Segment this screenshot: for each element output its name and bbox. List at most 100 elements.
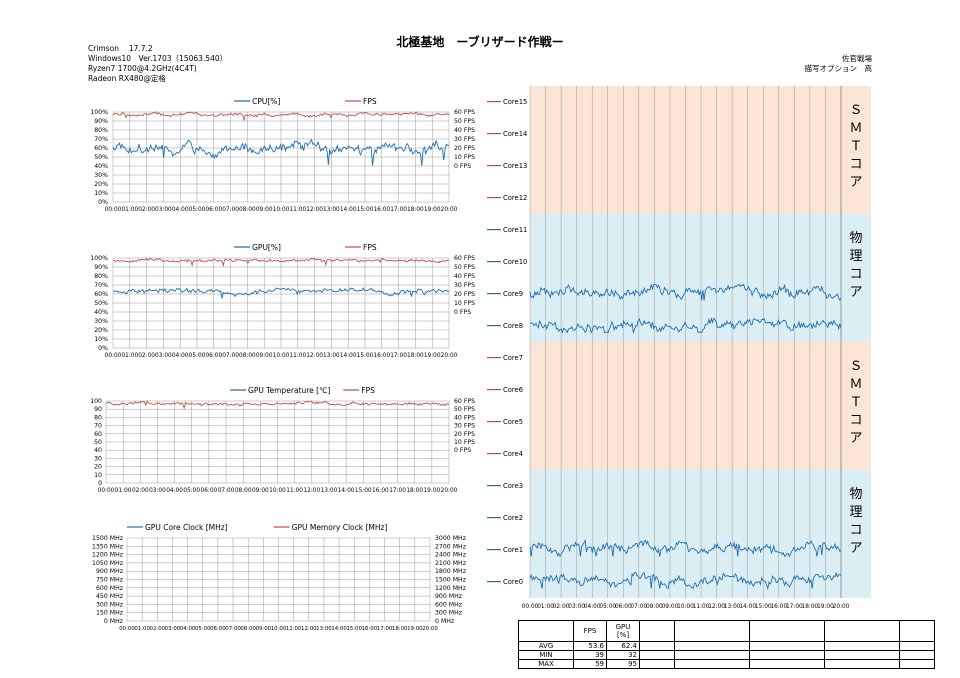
- y-tick-label: 80: [94, 414, 102, 421]
- x-tick-label: 01:00: [115, 488, 132, 494]
- x-tick-label: 17:00: [786, 604, 803, 610]
- core-label: Core6: [503, 386, 523, 394]
- y-tick-label: 0%: [98, 199, 108, 206]
- y-tick-label: 10%: [94, 336, 108, 343]
- page-title: 北極基地 ーブリザード作戦ー: [396, 35, 564, 49]
- stats-fps-value: 39: [573, 650, 607, 660]
- x-tick-label: 03:00: [165, 626, 181, 632]
- y-tick-label: 90%: [94, 118, 108, 125]
- y2-tick-label: 30 FPS: [454, 282, 475, 289]
- x-tick-label: 04:00: [166, 488, 183, 494]
- stats-label: MAX: [518, 659, 574, 669]
- band-label: コ: [849, 523, 862, 538]
- x-tick-label: 05:00: [189, 207, 206, 213]
- x-tick-label: 10:00: [677, 604, 694, 610]
- y-tick-label: 50%: [94, 154, 108, 161]
- x-tick-label: 06:00: [205, 207, 222, 213]
- x-tick-label: 06:00: [210, 626, 226, 632]
- core-label: Core10: [503, 258, 527, 266]
- stats-fps-value: 59: [573, 659, 607, 669]
- band-label: ア: [849, 175, 862, 190]
- band-label: 理: [849, 249, 862, 264]
- y2-tick-label: 1200 MHz: [435, 585, 466, 592]
- core-label: Core2: [503, 514, 523, 522]
- y-tick-label: 40%: [94, 309, 108, 316]
- y2-tick-label: 0 FPS: [454, 309, 471, 316]
- y2-tick-label: 0 MHz: [435, 618, 454, 625]
- y-tick-label: 750 MHz: [96, 577, 123, 584]
- x-tick-label: 18:00: [802, 604, 819, 610]
- y2-tick-label: 50 FPS: [454, 118, 475, 125]
- y-tick-label: 10%: [94, 190, 108, 197]
- band-label: 物: [849, 231, 862, 246]
- info-driver: Crimson 17.7.2: [88, 44, 153, 53]
- x-tick-label: 17:00: [390, 353, 407, 359]
- x-tick-label: 15:00: [357, 207, 374, 213]
- x-tick-label: 07:00: [630, 604, 647, 610]
- core-band: [530, 214, 871, 342]
- core-label: Core12: [503, 194, 527, 202]
- temp-fps-chart: [105, 389, 450, 484]
- cpu-fps-chart: [112, 100, 450, 203]
- x-tick-label: 09:00: [256, 626, 272, 632]
- info-os: Windows10 Ver.1703（15063.540）: [88, 54, 228, 63]
- x-tick-label: 18:00: [407, 353, 424, 359]
- series-line: [112, 257, 450, 268]
- y2-tick-label: 3000 MHz: [435, 535, 466, 542]
- y-tick-label: 80%: [94, 273, 108, 280]
- x-tick-label: 06:00: [201, 488, 218, 494]
- core-band: [530, 342, 871, 470]
- x-tick-label: 18:00: [406, 488, 423, 494]
- core-label: Core11: [503, 226, 527, 234]
- x-tick-label: 03:00: [155, 353, 172, 359]
- x-tick-label: 12:00: [301, 626, 317, 632]
- x-tick-label: 07:00: [222, 207, 239, 213]
- stats-row-max: MAX 59 95: [518, 659, 935, 669]
- y2-tick-label: 2400 MHz: [435, 552, 466, 559]
- band-label: 物: [849, 487, 862, 502]
- x-tick-label: 04:00: [584, 604, 601, 610]
- x-tick-label: 00:00: [522, 604, 539, 610]
- x-tick-label: 16:00: [373, 207, 390, 213]
- x-tick-label: 07:00: [225, 626, 241, 632]
- x-tick-label: 02:00: [553, 604, 570, 610]
- x-tick-label: 14:00: [340, 353, 357, 359]
- stats-header-gpu: GPU [%]: [606, 620, 640, 642]
- legend-label: GPU Core Clock [MHz]: [145, 523, 228, 532]
- x-tick-label: 05:00: [183, 488, 200, 494]
- x-tick-label: 11:00: [286, 488, 303, 494]
- x-tick-label: 12:00: [306, 353, 323, 359]
- core-label: Core4: [503, 450, 523, 458]
- y2-tick-label: 60 FPS: [454, 109, 475, 116]
- x-tick-label: 10:00: [271, 626, 287, 632]
- band-label: Ｔ: [849, 139, 862, 154]
- y2-tick-label: 600 MHz: [435, 601, 462, 608]
- core-label: Core15: [503, 98, 527, 106]
- y2-tick-label: 60 FPS: [454, 255, 475, 262]
- x-tick-label: 03:00: [149, 488, 166, 494]
- x-tick-label: 13:00: [323, 353, 340, 359]
- x-tick-label: 19:00: [423, 488, 440, 494]
- x-tick-label: 08:00: [646, 604, 663, 610]
- y2-tick-label: 20 FPS: [454, 145, 475, 152]
- y-tick-label: 600 MHz: [96, 585, 123, 592]
- core-label: Core1: [503, 546, 523, 554]
- band-label: ア: [849, 541, 862, 556]
- x-tick-label: 20:00: [833, 604, 850, 610]
- x-tick-label: 02:00: [150, 626, 166, 632]
- y-tick-label: 100: [90, 398, 102, 405]
- y2-tick-label: 60 FPS: [454, 398, 475, 405]
- x-tick-label: 06:00: [205, 353, 222, 359]
- stats-gpu-value: 32: [606, 650, 640, 660]
- x-tick-label: 04:00: [172, 353, 189, 359]
- band-label: コ: [849, 157, 862, 172]
- x-tick-label: 00:00: [105, 353, 122, 359]
- y-tick-label: 70%: [94, 136, 108, 143]
- x-tick-label: 10:00: [273, 353, 290, 359]
- x-tick-label: 09:00: [252, 488, 269, 494]
- stats-row-avg: AVG 53.6 62.4: [518, 641, 935, 651]
- legend-label: GPU Memory Clock [MHz]: [292, 523, 388, 532]
- x-tick-label: 16:00: [770, 604, 787, 610]
- x-tick-label: 10:00: [273, 207, 290, 213]
- stats-header-blank: [518, 620, 574, 642]
